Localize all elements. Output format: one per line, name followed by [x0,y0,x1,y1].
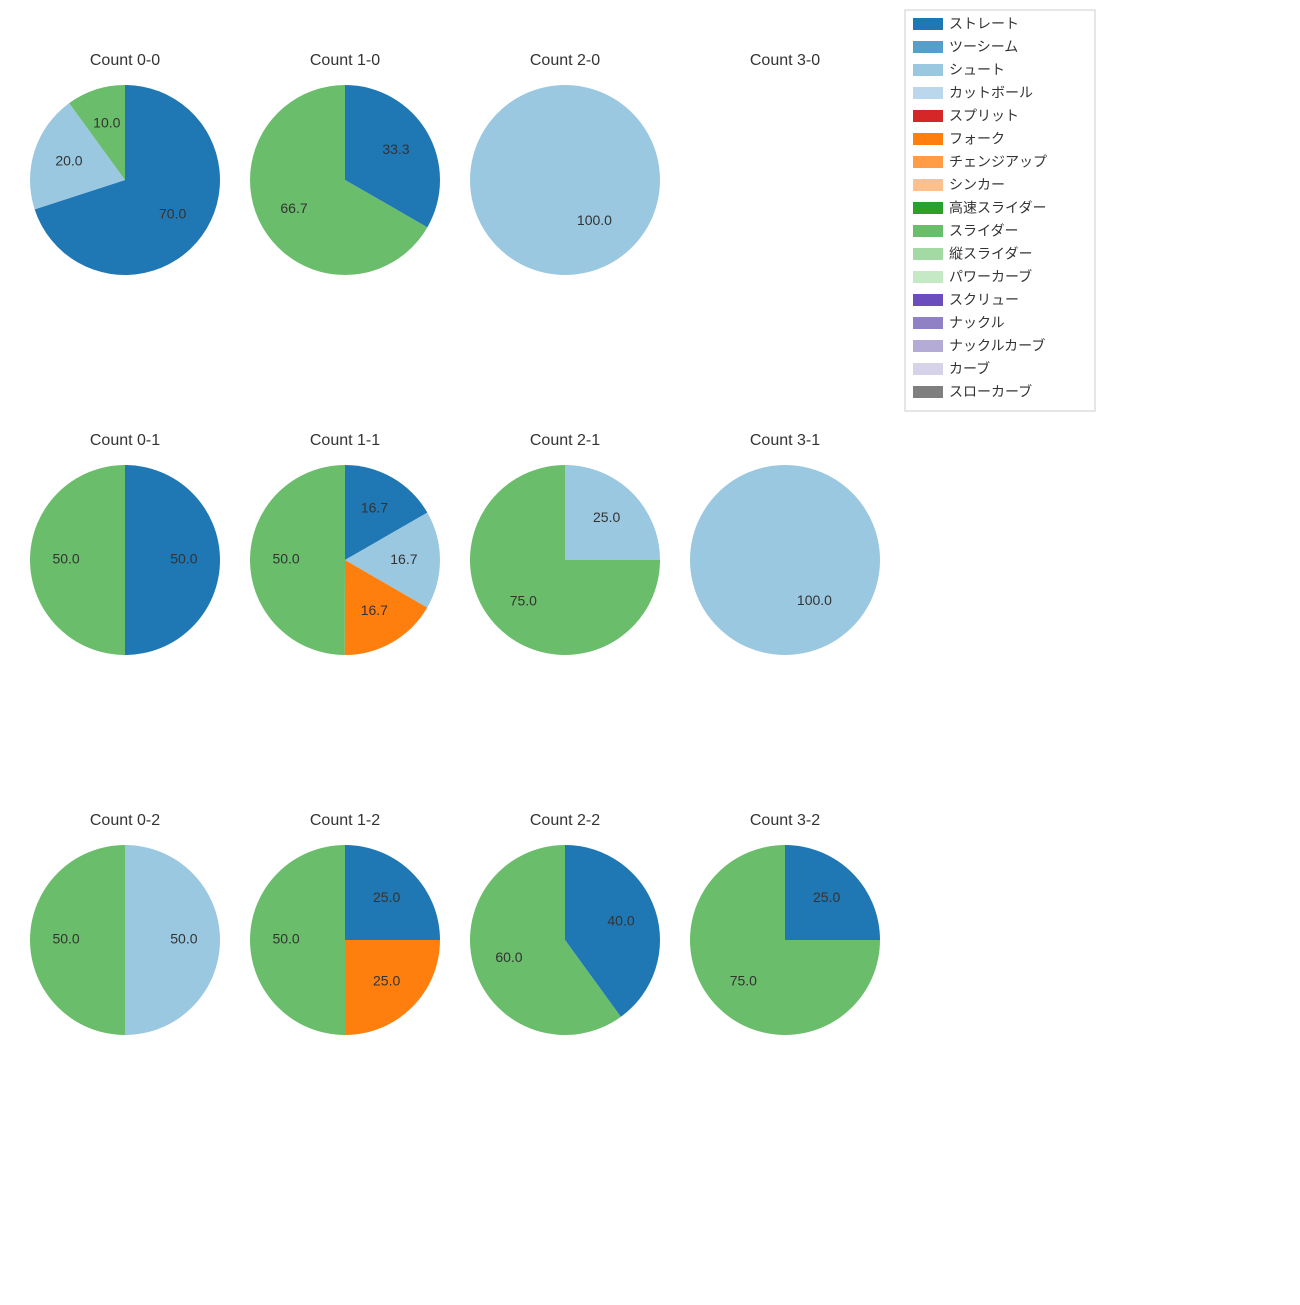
pie-slice [470,85,660,275]
slice-label: 16.7 [361,500,388,516]
legend-label: パワーカーブ [949,269,1032,285]
chart-title: Count 0-2 [90,812,160,829]
slice-label: 50.0 [52,551,79,567]
chart-title: Count 1-2 [310,812,380,829]
legend-swatch [913,248,943,260]
pie-slice [690,465,880,655]
legend-swatch [913,156,943,168]
legend-label: カットボール [949,85,1033,101]
legend-label: フォーク [949,131,1005,147]
chart-title: Count 3-1 [750,432,820,449]
legend-label: ナックルカーブ [949,338,1045,354]
pitch-count-pie-grid: Count 0-0 70.0 20.0 10.0 Count 1-0 33.3 66.7 Co… [0,0,1300,1300]
chart-title: Count 1-1 [310,432,380,449]
chart-title: Count 3-0 [750,52,820,69]
legend-swatch [913,225,943,237]
slice-label: 33.3 [382,141,409,157]
slice-label: 75.0 [730,972,757,988]
legend-swatch [913,340,943,352]
slice-label: 20.0 [55,153,82,169]
legend-label: シンカー [949,177,1005,193]
legend-swatch [913,179,943,191]
legend-swatch [913,18,943,30]
legend-swatch [913,110,943,122]
legend-label: 高速スライダー [949,200,1046,216]
legend-swatch [913,202,943,214]
legend-label: ストレート [949,16,1019,32]
chart-title: Count 0-0 [90,52,160,69]
legend-swatch [913,363,943,375]
slice-label: 50.0 [272,931,299,947]
slice-label: 50.0 [272,551,299,567]
legend-swatch [913,41,943,53]
chart-title: Count 2-2 [530,812,600,829]
slice-label: 16.7 [390,551,417,567]
slice-label: 70.0 [159,205,186,221]
chart-title: Count 2-1 [530,432,600,449]
legend-swatch [913,317,943,329]
legend-label: スローカーブ [949,384,1032,400]
slice-label: 75.0 [510,592,537,608]
legend-swatch [913,294,943,306]
slice-label: 25.0 [373,889,400,905]
legend-swatch [913,87,943,99]
slice-label: 66.7 [280,200,307,216]
chart-title: Count 1-0 [310,52,380,69]
legend-swatch [913,271,943,283]
legend-label: 縦スライダー [949,246,1032,262]
legend-swatch [913,386,943,398]
chart-title: Count 3-2 [750,812,820,829]
slice-label: 10.0 [93,115,120,131]
slice-label: 100.0 [577,212,612,228]
slice-label: 25.0 [373,972,400,988]
slice-label: 25.0 [813,889,840,905]
legend-swatch [913,133,943,145]
legend-label: カーブ [949,361,990,377]
legend-label: スクリュー [949,292,1019,308]
slice-label: 40.0 [607,913,634,929]
slice-label: 60.0 [495,949,522,965]
legend-swatch [913,64,943,76]
slice-label: 100.0 [797,592,832,608]
slice-label: 50.0 [52,931,79,947]
slice-label: 25.0 [593,509,620,525]
legend-label: ナックル [949,315,1005,331]
legend-label: スライダー [949,223,1018,239]
slice-label: 50.0 [170,931,197,947]
legend-label: チェンジアップ [949,154,1047,170]
legend-label: スプリット [949,108,1019,124]
slice-label: 50.0 [170,551,197,567]
chart-title: Count 0-1 [90,432,160,449]
chart-title: Count 2-0 [530,52,600,69]
legend-label: シュート [949,62,1005,78]
slice-label: 16.7 [361,602,388,618]
legend-label: ツーシーム [949,39,1018,55]
